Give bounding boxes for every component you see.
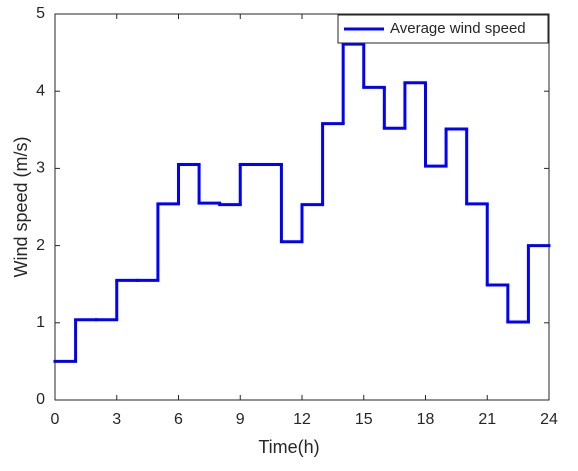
- y-tick-label: 3: [36, 160, 45, 177]
- y-axis-label: Wind speed (m/s): [11, 136, 31, 277]
- y-tick-label: 2: [36, 237, 45, 254]
- x-axis-label: Time(h): [258, 437, 319, 457]
- y-tick-label: 5: [36, 5, 45, 22]
- x-tick-label: 21: [478, 411, 496, 428]
- x-tick-label: 15: [355, 411, 373, 428]
- x-tick-label: 9: [236, 411, 245, 428]
- x-tick-label: 24: [540, 411, 558, 428]
- y-tick-label: 4: [36, 82, 45, 99]
- legend-label: Average wind speed: [390, 20, 526, 37]
- x-tick-label: 3: [112, 411, 121, 428]
- x-tick-label: 6: [174, 411, 183, 428]
- y-tick-label: 0: [36, 391, 45, 408]
- x-tick-label: 12: [293, 411, 311, 428]
- x-tick-label: 0: [51, 411, 60, 428]
- y-tick-label: 1: [36, 314, 45, 331]
- x-tick-label: 18: [417, 411, 435, 428]
